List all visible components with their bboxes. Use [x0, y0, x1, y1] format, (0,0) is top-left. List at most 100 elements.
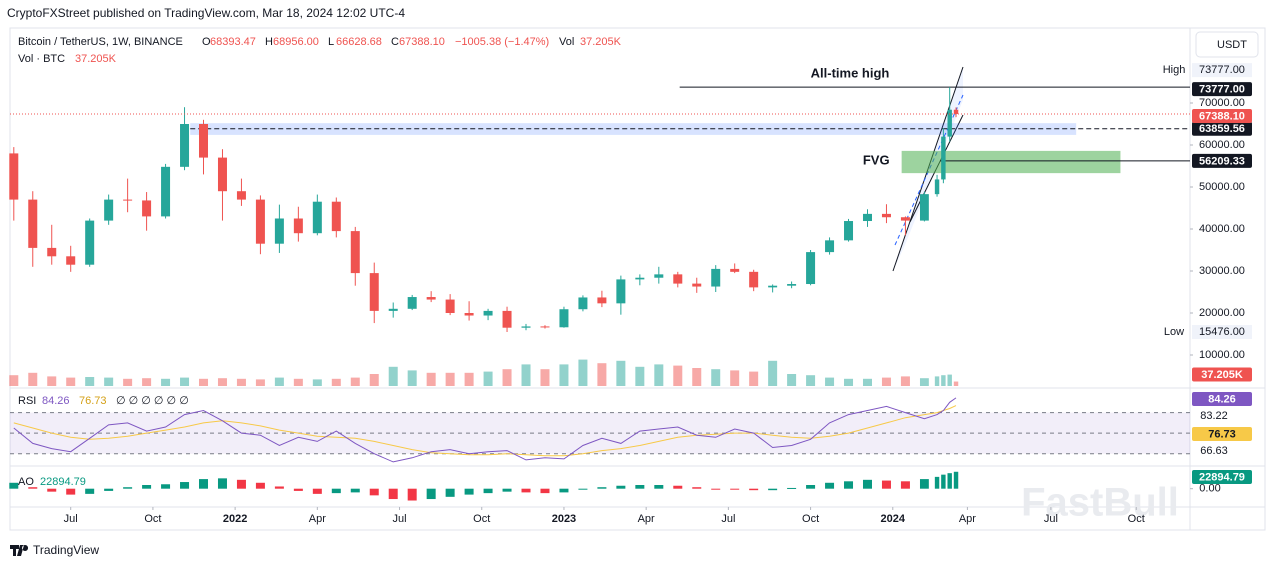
- footer-logo: [10, 545, 29, 556]
- volume-bar: [426, 372, 436, 386]
- currency[interactable]: USDT: [1217, 39, 1247, 51]
- ao-bar: [711, 488, 721, 490]
- ao-bar: [900, 481, 910, 489]
- vol-legend-value: 37.205K: [75, 53, 117, 65]
- extreme-bg: [1192, 63, 1252, 78]
- volume-bar: [293, 378, 303, 386]
- volume-bar: [217, 378, 227, 386]
- candle-body: [47, 247, 57, 257]
- rsi-badge: 84.26: [1208, 393, 1236, 405]
- ao-bar: [123, 487, 133, 489]
- ao-bar: [654, 485, 664, 489]
- volume-bar: [312, 379, 322, 386]
- volume-bar: [825, 377, 835, 386]
- candle-body: [862, 213, 872, 222]
- ao-name: AO: [18, 476, 34, 488]
- last-price-badge: 67388.10: [1199, 110, 1245, 122]
- candle-body: [85, 220, 95, 265]
- candle-body: [293, 218, 303, 234]
- ao-bar: [426, 488, 436, 500]
- volume-badge: 37.205K: [1201, 369, 1243, 381]
- ao-bar: [369, 488, 379, 496]
- ao-bar: [919, 479, 929, 489]
- volume-bar: [445, 372, 455, 386]
- level-badge-bg: [1192, 153, 1252, 168]
- ao-bar: [350, 488, 360, 493]
- watermark: FastBull: [1021, 481, 1179, 525]
- volume-bar: [749, 371, 759, 386]
- volume-bar: [9, 375, 19, 386]
- volume-bar: [844, 378, 854, 386]
- level-badge: 63859.56: [1199, 123, 1245, 135]
- volume-bar: [730, 370, 740, 386]
- candle-body: [787, 284, 797, 286]
- volume-bar: [464, 372, 474, 386]
- volume-bar: [635, 366, 645, 386]
- ao-bar: [673, 485, 683, 489]
- candle-body: [806, 252, 816, 285]
- ao-bar: [180, 482, 190, 489]
- ao-bar: [787, 487, 797, 489]
- x-tick-label: Jul: [393, 513, 407, 525]
- candle-body: [540, 326, 550, 328]
- ohlc-key: C: [391, 36, 399, 48]
- candle-body: [934, 179, 940, 195]
- candle-body: [947, 109, 952, 137]
- currency-button[interactable]: [1195, 31, 1259, 58]
- volume-bar: [47, 376, 57, 386]
- volume-bar: [521, 364, 531, 386]
- rsi-ma-badge-bg: [1192, 427, 1252, 441]
- volume-bar: [180, 377, 190, 386]
- ao-tick-label: 0.00: [1199, 483, 1220, 495]
- candle-body: [635, 277, 645, 280]
- candle-body: [199, 124, 209, 158]
- ao-bar: [199, 479, 209, 489]
- publisher: CryptoFXStreet published on TradingView.…: [7, 6, 405, 20]
- level-badge-bg: [1192, 121, 1252, 136]
- ohlc-key: H: [265, 36, 273, 48]
- volume-bar: [123, 378, 133, 386]
- ao-bar: [881, 480, 891, 489]
- candle-body: [123, 199, 133, 201]
- volume-bar: [369, 374, 379, 386]
- ao-badge: 22894.79: [1199, 471, 1245, 483]
- x-tick-label: 2023: [552, 513, 576, 525]
- volume-bar: [559, 364, 569, 386]
- ao-badge-bg: [1192, 470, 1252, 484]
- ao-bar: [806, 485, 816, 489]
- ohlc-value: 68956.00: [273, 36, 319, 48]
- candle-body: [749, 271, 759, 288]
- volume-bar: [919, 378, 929, 386]
- volume-bar: [881, 377, 891, 386]
- volume-bar: [407, 370, 417, 386]
- ohlc-key: O: [202, 36, 211, 48]
- y-tick-label: 50000.00: [1199, 181, 1245, 193]
- candle-body: [274, 218, 284, 244]
- rsi-scale-label: 83.22: [1200, 410, 1228, 422]
- ao-bar: [104, 488, 114, 491]
- candle-body: [66, 256, 76, 265]
- candle-body: [673, 274, 683, 284]
- rsi-value: 84.26: [42, 395, 70, 407]
- candle-body: [844, 221, 854, 241]
- candle-body: [388, 308, 398, 311]
- candle-body: [483, 310, 493, 316]
- rsi-ma-badge: 76.73: [1208, 428, 1236, 440]
- volume-bar: [85, 377, 95, 386]
- candle-body: [825, 240, 835, 253]
- ao-bar: [597, 487, 607, 489]
- ao-bar: [578, 488, 588, 490]
- x-tick-label: 2022: [223, 513, 247, 525]
- ao-bar: [274, 486, 284, 489]
- volume-bar: [597, 363, 607, 386]
- volume-bar: [941, 375, 946, 386]
- ao-bar: [142, 485, 152, 489]
- candle-body: [597, 297, 607, 304]
- ao-bar: [483, 488, 493, 494]
- candle-body: [180, 124, 190, 167]
- volume-bar: [255, 379, 265, 386]
- candle-body: [881, 213, 891, 218]
- ao-bar: [217, 478, 227, 489]
- candle-body: [616, 279, 626, 304]
- volume-badge-bg: [1192, 367, 1252, 382]
